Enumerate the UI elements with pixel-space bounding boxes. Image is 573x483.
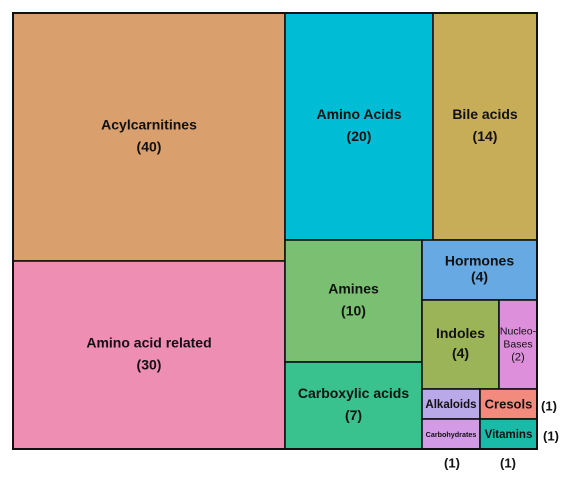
tile-rect-indoles [421,299,500,390]
tile-amines: Amines (10) [284,239,423,363]
outside-label-vitamins-bottom-count: (1) [500,455,516,470]
tile-value-amines: (10) [341,303,366,319]
tile-value-amino-acid-related: (30) [137,357,162,373]
tile-cresols: Cresols [479,388,538,420]
tile-name-bile-acids: Bile acids [452,106,518,122]
tile-indoles: Indoles (4) [421,299,500,390]
tile-value-indoles: (4) [452,345,469,361]
tile-value-hormones: (4) [471,269,488,285]
tile-carbohydrates: Carbohydrates [421,418,481,450]
tile-name-cresols: Cresols [485,396,533,411]
tile-name-amino-acid-related: Amino acid related [86,335,211,351]
tile-hormones: Hormones(4) [421,239,538,301]
tile-rect-bile-acids [432,12,538,241]
tile-name-carboxylic-acids: Carboxylic acids [298,385,409,401]
tile-value-acylcarnitines: (40) [137,139,162,155]
tile-value-bile-acids: (14) [473,128,498,144]
tile-name-acylcarnitines: Acylcarnitines [101,117,197,133]
tile-name-hormones: Hormones [445,253,514,269]
tile-rect-amino-acids [284,12,434,241]
tile-rect-amines [284,239,423,363]
tile-vitamins: Vitamins [479,418,538,450]
tile-nucleobases: Nucleo-Bases(2) [498,299,538,390]
tile-value-carboxylic-acids: (7) [345,407,362,423]
tile-amino-acid-related: Amino acid related (30) [12,260,286,450]
outside-label-cresols-count: (1) [541,398,557,413]
tile-name-amines: Amines [328,281,379,297]
tile-alkaloids: Alkaloids [421,388,481,420]
tile-acylcarnitines: Acylcarnitines (40) [12,12,286,262]
tile-rect-hormones [421,239,538,301]
outside-label-carbohydrates-count: (1) [444,455,460,470]
tile-name-indoles: Indoles [436,325,485,341]
tile-name-vitamins: Vitamins [485,429,533,441]
tile-amino-acids: Amino Acids (20) [284,12,434,241]
tile-rect-acylcarnitines [12,12,286,262]
tile-bile-acids: Bile acids (14) [432,12,538,241]
tile-name-alkaloids: Alkaloids [425,399,476,411]
tile-rect-carboxylic-acids [284,361,423,450]
tile-value-amino-acids: (20) [347,128,372,144]
tile-rect-carbohydrates [421,418,481,450]
tile-carboxylic-acids: Carboxylic acids (7) [284,361,423,450]
outside-label-vitamins-count: (1) [543,428,559,443]
tile-name-carbohydrates: Carbohydrates [426,430,477,439]
treemap-border [12,12,538,450]
tile-name-nucleobases-0: Nucleo- [500,325,537,337]
tile-value-nucleobases: (2) [511,351,524,363]
tile-rect-amino-acid-related [12,260,286,450]
tile-name-amino-acids: Amino Acids [316,106,401,122]
tile-name-nucleobases-1: Bases [503,338,532,350]
